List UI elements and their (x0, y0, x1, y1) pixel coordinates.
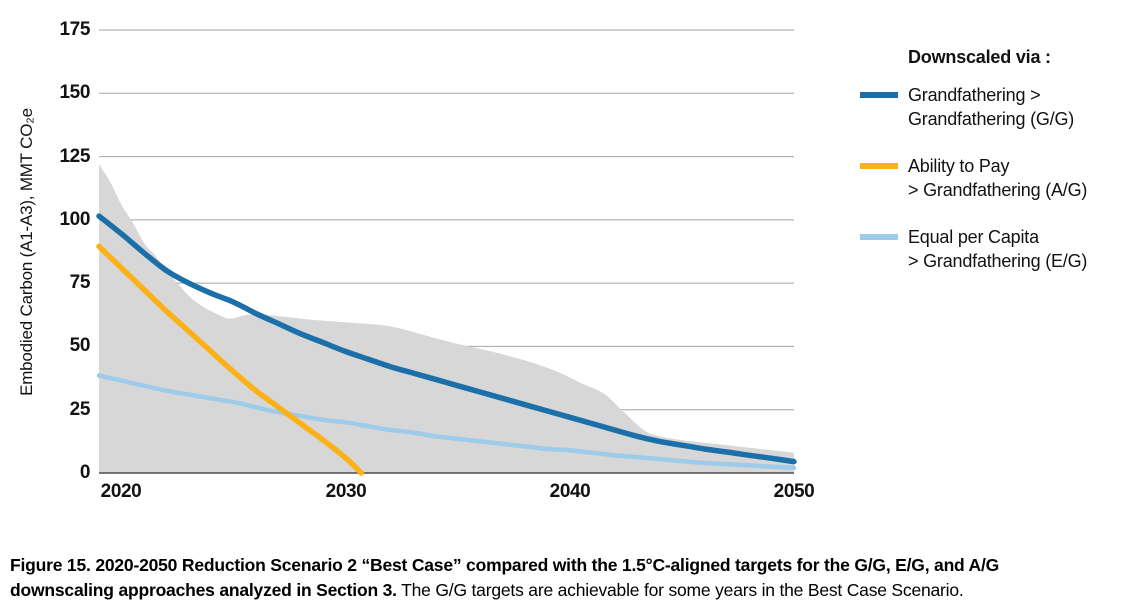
y-tick-label-75: 75 (69, 272, 91, 293)
legend-label-eg-line1: Equal per Capita (908, 227, 1039, 247)
legend-label-ag-line1: Ability to Pay (908, 156, 1010, 176)
y-tick-label-25: 25 (69, 399, 91, 420)
legend-label-gg: Grandfathering > Grandfathering (G/G) (908, 83, 1074, 131)
legend: Downscaled via : Grandfathering > Grandf… (860, 47, 1120, 296)
x-tick-label-2030: 2030 (325, 481, 367, 502)
ag-line-swatch (860, 163, 898, 169)
legend-item-gg: Grandfathering > Grandfathering (G/G) (860, 83, 1120, 131)
figure-caption: Figure 15. 2020-2050 Reduction Scenario … (10, 553, 1120, 603)
legend-label-ag-line2: > Grandfathering (A/G) (908, 180, 1088, 200)
y-tick-label-100: 100 (59, 209, 90, 230)
y-tick-label-0: 0 (79, 462, 91, 483)
legend-title: Downscaled via : (908, 47, 1051, 67)
y-tick-label-150: 150 (59, 82, 90, 103)
x-tick-label-2050: 2050 (773, 481, 815, 502)
caption-bold-line2: downscaling approaches analyzed in Secti… (10, 580, 397, 600)
y-tick-label-50: 50 (69, 335, 91, 356)
legend-item-eg: Equal per Capita > Grandfathering (E/G) (860, 225, 1120, 273)
legend-label-ag: Ability to Pay > Grandfathering (A/G) (908, 154, 1087, 202)
line-gg (96, 213, 797, 465)
scenario-band (99, 164, 794, 473)
eg-line-swatch (860, 234, 898, 240)
caption-regular: The G/G targets are achievable for some … (396, 580, 964, 600)
legend-label-eg: Equal per Capita > Grandfathering (E/G) (908, 225, 1087, 273)
x-tick-label-2020: 2020 (100, 481, 142, 502)
legend-label-gg-line2: Grandfathering (G/G) (908, 109, 1075, 129)
legend-item-ag: Ability to Pay > Grandfathering (A/G) (860, 154, 1120, 202)
legend-label-gg-line1: Grandfathering > (908, 85, 1041, 105)
legend-label-eg-line2: > Grandfathering (E/G) (908, 251, 1088, 271)
line-eg (96, 373, 797, 471)
x-tick-label-2040: 2040 (549, 481, 591, 502)
y-tick-label-175: 175 (59, 19, 90, 40)
y-tick-label-125: 125 (59, 146, 90, 167)
gg-line-swatch (860, 92, 898, 98)
caption-bold-line1: Figure 15. 2020-2050 Reduction Scenario … (10, 555, 1000, 575)
line-ag (96, 243, 365, 476)
